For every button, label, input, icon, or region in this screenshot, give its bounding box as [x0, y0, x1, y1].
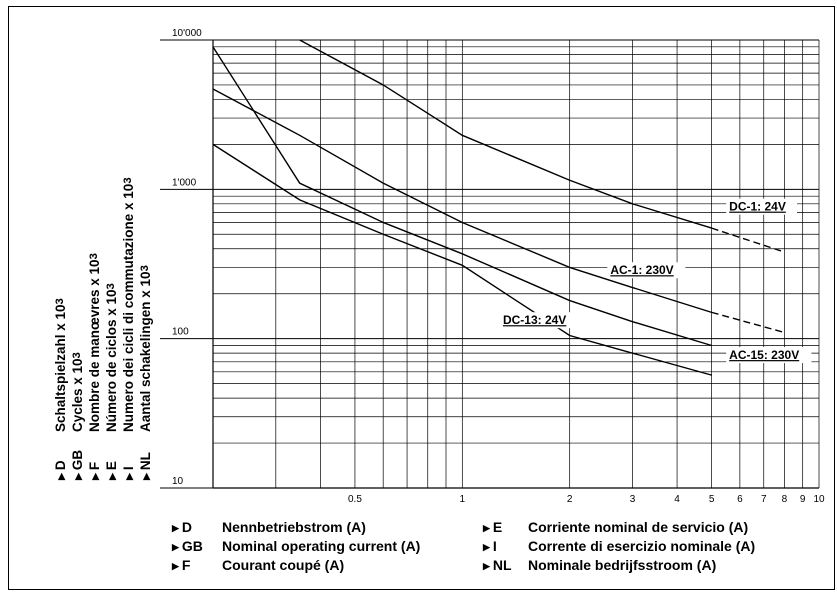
series-label-ac15-230v: AC-15: 230V — [729, 348, 799, 362]
y-tick-label: 100 — [172, 327, 189, 338]
xlabel-row-f: ▶ F Courant coupé (A) — [172, 557, 345, 573]
series-line-dc13-24v — [212, 143, 712, 376]
series-label-ac1-230v: AC-1: 230V — [610, 263, 673, 277]
x-axis-label-left: ▶ D Nennbetriebstrom (A) ▶ GB Nominal operat… — [172, 518, 420, 575]
series-extrapolation-dc1-24v — [711, 227, 785, 253]
x-tick-label: 4 — [674, 494, 680, 505]
xlabel-row-e: ▶ E Corriente nominal de servicio (A) — [483, 519, 749, 535]
grid — [160, 39, 820, 489]
series-label-bg — [726, 198, 797, 215]
x-tick-label: 1 — [460, 494, 466, 505]
xlabel-row-d: ▶ D Nennbetriebstrom (A) — [172, 519, 366, 535]
ylabel-row-f: ▶F Nombre de manœvres x 10 3 — [87, 253, 102, 480]
axes — [212, 39, 819, 489]
y-tick-label: 1'000 — [172, 177, 197, 188]
ylabel-row-e: ▶E Número de ciclos x 10 3 — [104, 283, 119, 480]
ylabel-row-gb: ▶GB Cycles x 10 3 — [70, 352, 85, 480]
series-line-ac15-230v — [212, 46, 712, 347]
x-tick-label: 9 — [800, 494, 806, 505]
y-tick-label: 10 — [172, 476, 184, 487]
series-label-bg — [607, 262, 686, 279]
xlabel-row-gb: ▶ GB Nominal operating current (A) — [172, 538, 421, 554]
ylabel-row-d: ▶D Schaltspielzahl x 10 3 — [53, 298, 68, 480]
x-tick-label: 2 — [567, 494, 573, 505]
y-axis-label: ▶D Schaltspielzahl x 10 3 ▶GB Cycles x 10 3 … — [52, 177, 154, 480]
xlabel-row-i: ▶ I Corrente di esercizio nominale (A) — [483, 538, 756, 554]
x-tick-label: 0.5 — [348, 494, 362, 505]
series-lines — [212, 39, 785, 376]
series-label-bg — [726, 347, 812, 364]
chart-frame — [8, 6, 835, 590]
x-tick-label: 6 — [737, 494, 743, 505]
ylabel-row-i: ▶I Numero dei cicli di commutazione x 10 3 — [121, 177, 136, 480]
series-line-dc1-24v — [299, 39, 712, 229]
x-tick-label: 3 — [630, 494, 636, 505]
y-tick-label: 10'000 — [172, 28, 202, 39]
series-label-dc13-24v: DC-13: 24V — [503, 313, 566, 327]
x-tick-label: 10 — [813, 494, 825, 505]
ylabel-row-nl: ▶NL Aantal schakelingen x 10 3 — [138, 265, 153, 480]
series-line-ac1-230v — [212, 88, 712, 314]
series-label-dc1-24v: DC-1: 24V — [729, 200, 786, 214]
x-tick-label: 7 — [761, 494, 767, 505]
series-labels: DC-1: 24V AC-1: 230V AC-15: 230V DC-13: 24V — [499, 198, 812, 364]
series-label-bg — [499, 312, 578, 329]
tick-labels: 10'000 1'000 100 10 0.5 1 2 3 4 5 6 7 8 9 10 — [172, 28, 825, 505]
series-extrapolation-ac1-230v — [711, 311, 785, 334]
x-axis-label-right: ▶ E Corriente nominal de servicio (A) ▶ I Co… — [483, 518, 755, 575]
xlabel-row-nl: ▶ NL Nominale bedrijfsstroom (A) — [483, 557, 717, 573]
x-tick-label: 5 — [709, 494, 715, 505]
x-tick-label: 8 — [782, 494, 788, 505]
